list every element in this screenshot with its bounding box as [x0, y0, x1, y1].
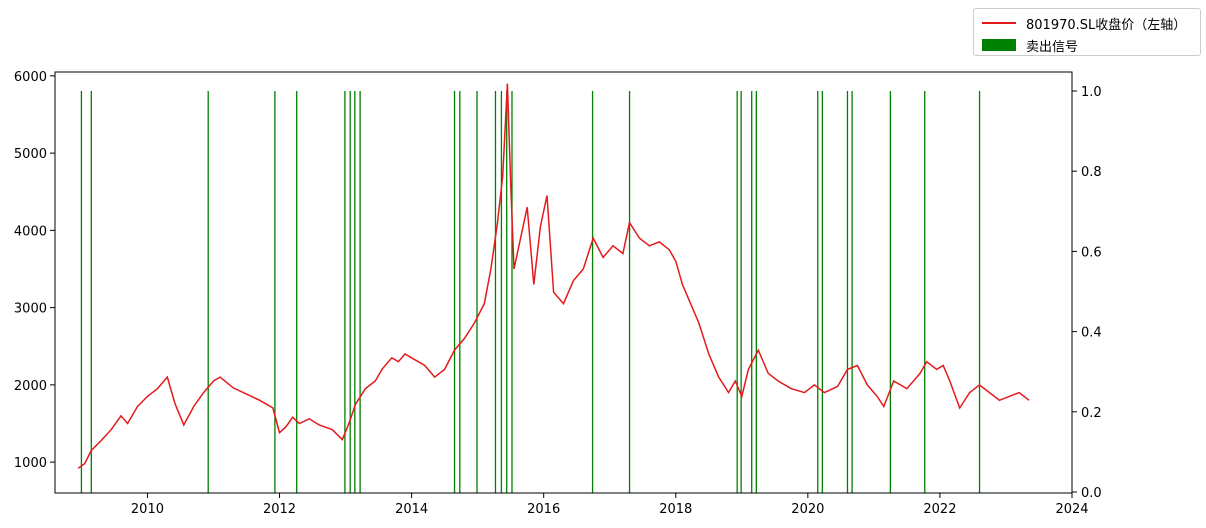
y-left-tick-label: 2000	[14, 379, 47, 394]
legend-label-signal: 卖出信号	[1026, 39, 1079, 55]
x-tick-label: 2022	[923, 502, 956, 517]
x-tick-label: 2012	[263, 502, 296, 517]
legend-swatch-signal	[982, 39, 1016, 51]
y-left-tick-label: 1000	[14, 456, 47, 471]
price-line	[77, 83, 1030, 469]
y-right-tick-label: 1.0	[1081, 85, 1102, 100]
x-tick-label: 2024	[1055, 502, 1088, 517]
plot-frame	[54, 71, 1073, 494]
legend: 801970.SL收盘价（左轴） 卖出信号	[973, 8, 1201, 56]
y-left-tick-label: 5000	[14, 147, 47, 162]
legend-item-signal: 卖出信号	[982, 35, 1078, 55]
y-axis-left: 1000 2000 3000 4000 5000 6000	[14, 70, 55, 471]
x-tick-label: 2016	[527, 502, 560, 517]
y-right-tick-label: 0.0	[1081, 486, 1102, 501]
x-axis: 2010 2012 2014 2016 2018 2020 2022 2024	[131, 493, 1089, 517]
x-tick-label: 2018	[659, 502, 692, 517]
y-right-tick-label: 0.2	[1081, 406, 1102, 421]
y-axis-right: 0.0 0.2 0.4 0.6 0.8 1.0	[1072, 85, 1102, 501]
y-left-tick-label: 4000	[14, 224, 47, 239]
y-right-tick-label: 0.6	[1081, 245, 1102, 260]
y-right-tick-label: 0.8	[1081, 165, 1102, 180]
x-tick-label: 2020	[791, 502, 824, 517]
y-left-tick-label: 3000	[14, 302, 47, 317]
legend-item-price: 801970.SL收盘价（左轴）	[982, 13, 1186, 33]
y-right-tick-label: 0.4	[1081, 326, 1102, 341]
x-tick-label: 2010	[131, 502, 164, 517]
legend-label-price: 801970.SL收盘价（左轴）	[1026, 17, 1187, 33]
sell-signal-lines	[80, 91, 981, 493]
x-tick-label: 2014	[395, 502, 428, 517]
legend-swatch-price	[982, 22, 1016, 24]
y-left-tick-label: 6000	[14, 70, 47, 85]
